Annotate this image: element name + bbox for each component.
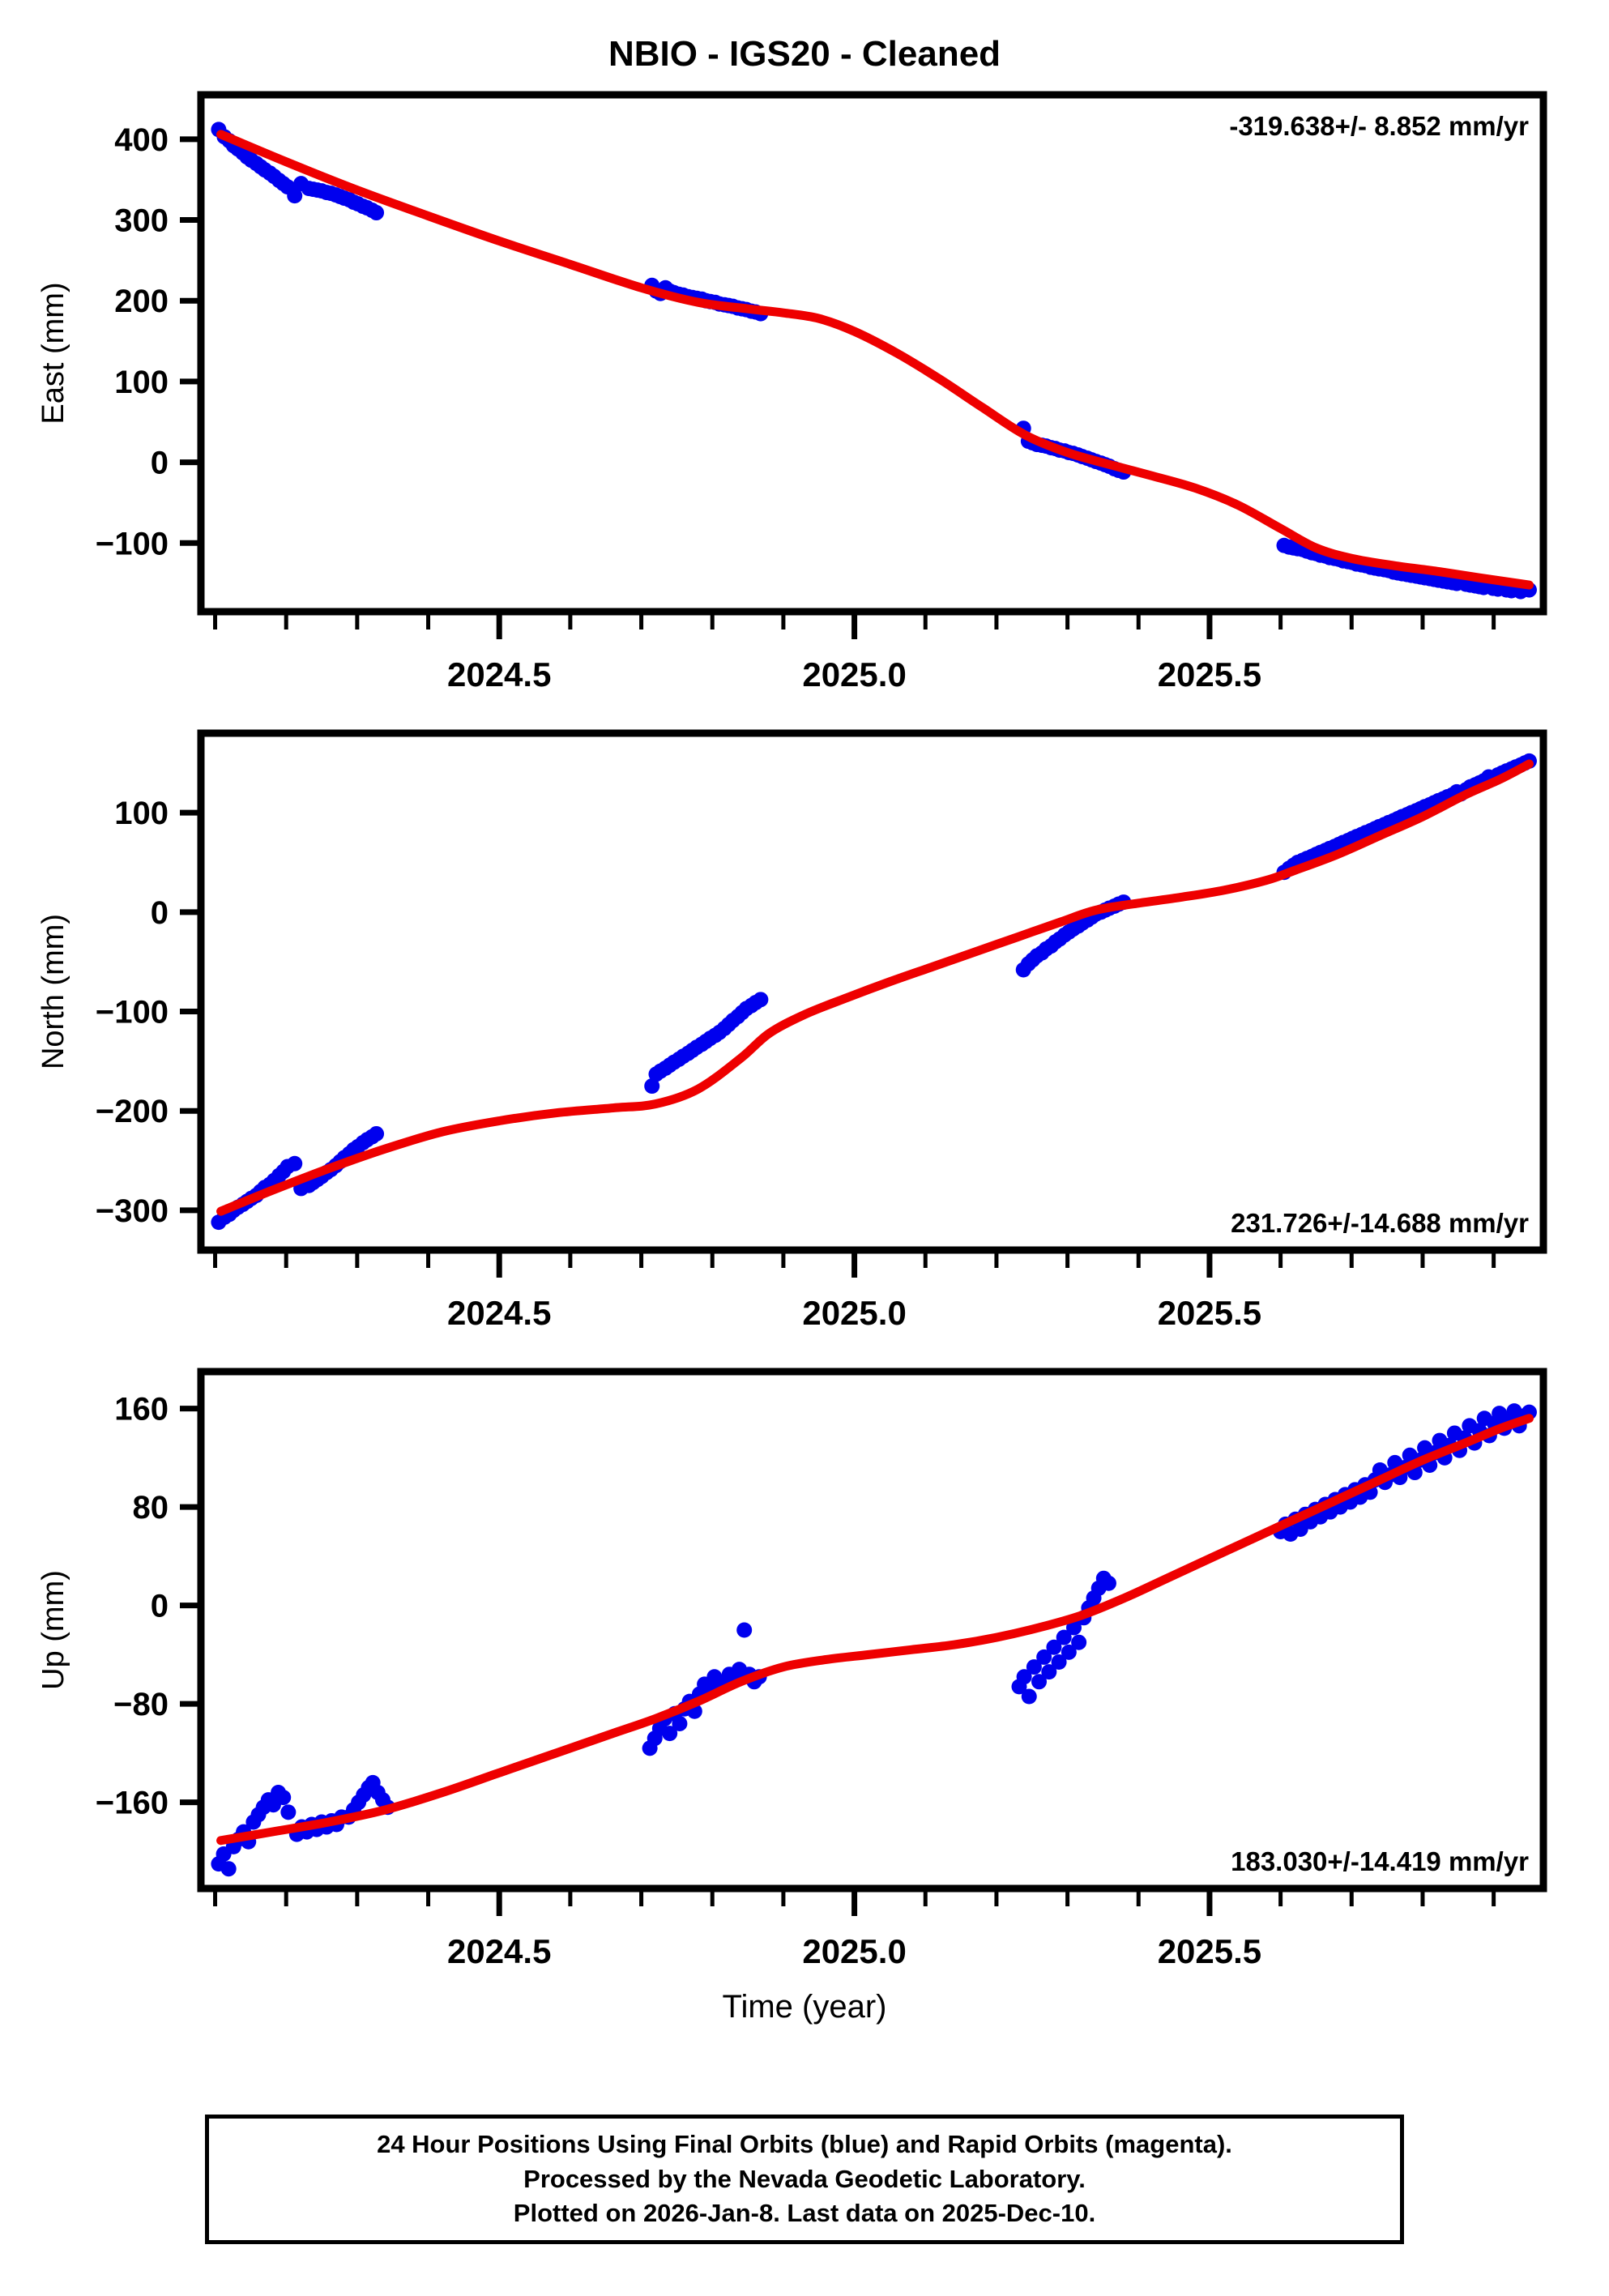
plot-area-up: 160 80 0 −80 −160 Up (mm) 2024.5 2025.0 2025.5 18…: [36, 1368, 1547, 1970]
footer-caption-box: 24 Hour Positions Using Final Orbits (bl…: [205, 2115, 1404, 2244]
data-point: [1036, 1649, 1052, 1665]
rate-annotation: 183.030+/-14.419 mm/yr: [1231, 1846, 1529, 1876]
ytick-label: −300: [96, 1193, 169, 1229]
xtick-label: 2024.5: [447, 1294, 551, 1332]
data-point: [369, 205, 385, 221]
ytick-label: 100: [114, 796, 169, 831]
xtick-label: 2025.5: [1158, 1932, 1261, 1970]
trend-line: [216, 759, 1534, 1216]
data-point-group: [211, 122, 1537, 600]
data-point: [1065, 1620, 1082, 1636]
plot-area-east: 400 300 200 100 0 −100 East (mm) 2024.5 2025.0 20…: [36, 91, 1547, 693]
ytick-label: −100: [96, 526, 169, 561]
data-point: [287, 1155, 303, 1171]
ytick-label: 300: [114, 203, 169, 239]
xtick-label: 2024.5: [447, 655, 551, 693]
xtick-label: 2025.0: [802, 1932, 906, 1970]
data-point: [1026, 1659, 1042, 1675]
ytick-label: 0: [151, 1589, 169, 1624]
ytick-label: 0: [151, 446, 169, 481]
yaxis-title: North (mm): [36, 914, 70, 1069]
data-point: [1031, 1674, 1048, 1690]
xtick-label: 2025.5: [1158, 1294, 1261, 1332]
ytick-label: 200: [114, 284, 169, 319]
panel-north: 100 0 −100 −200 −300 North (mm) 2024.5 2025.0 20…: [0, 727, 1609, 1341]
data-point: [287, 188, 303, 204]
data-point: [1056, 1629, 1072, 1645]
footer-line-2: Processed by the Nevada Geodetic Laborat…: [523, 2164, 1086, 2193]
footer-line-1: 24 Hour Positions Using Final Orbits (bl…: [377, 2129, 1232, 2158]
ytick-label: 160: [114, 1392, 169, 1428]
plot-frame: [197, 91, 1547, 616]
data-point: [1100, 1575, 1116, 1591]
footer-line-3: Plotted on 2026-Jan-8. Last data on 2025…: [513, 2199, 1096, 2228]
trend-line: [216, 130, 1534, 590]
data-point: [220, 1861, 237, 1877]
xtick-label: 2025.0: [802, 1294, 906, 1332]
yaxis-title: East (mm): [36, 282, 70, 424]
ytick-label: −80: [113, 1687, 169, 1722]
data-point: [644, 1078, 660, 1095]
ytick-label: 100: [114, 365, 169, 400]
ytick-label: −160: [96, 1786, 169, 1821]
data-point: [1071, 1634, 1087, 1650]
data-point: [280, 1804, 297, 1820]
plot-frame: [197, 729, 1547, 1254]
data-point: [369, 1125, 385, 1142]
yaxis-title: Up (mm): [36, 1570, 70, 1690]
xaxis-title: Time (year): [722, 1989, 887, 2025]
xtick-label: 2024.5: [447, 1932, 551, 1970]
rate-annotation: -319.638+/- 8.852 mm/yr: [1229, 111, 1529, 141]
data-point: [1021, 1688, 1037, 1705]
data-point: [275, 1790, 292, 1806]
data-point: [1051, 1654, 1067, 1670]
data-point: [662, 1726, 678, 1742]
ytick-label: 80: [133, 1490, 169, 1526]
plot-area-north: 100 0 −100 −200 −300 North (mm) 2024.5 2025.0 20…: [36, 729, 1547, 1332]
data-point: [672, 1715, 688, 1731]
panel-east: 400 300 200 100 0 −100 East (mm) 2024.5 2025.0 20…: [0, 88, 1609, 702]
plot-frame: [197, 1368, 1547, 1893]
ytick-label: −200: [96, 1094, 169, 1129]
trend-line: [216, 1414, 1534, 1846]
page-title: NBIO - IGS20 - Cleaned: [608, 34, 1001, 74]
data-point: [1061, 1644, 1077, 1660]
ytick-label: −100: [96, 995, 169, 1031]
xtick-label: 2025.5: [1158, 655, 1261, 693]
xtick-label: 2025.0: [802, 655, 906, 693]
ytick-label: 0: [151, 895, 169, 931]
data-point: [753, 992, 769, 1008]
ytick-label: 400: [114, 122, 169, 158]
data-point: [1041, 1664, 1057, 1680]
data-point: [736, 1622, 753, 1638]
data-point: [1046, 1639, 1062, 1655]
panel-up: 160 80 0 −80 −160 Up (mm) 2024.5 2025.0 2025.5 18…: [0, 1365, 1609, 1979]
data-point: [1016, 1669, 1032, 1685]
rate-annotation: 231.726+/-14.688 mm/yr: [1231, 1208, 1529, 1238]
